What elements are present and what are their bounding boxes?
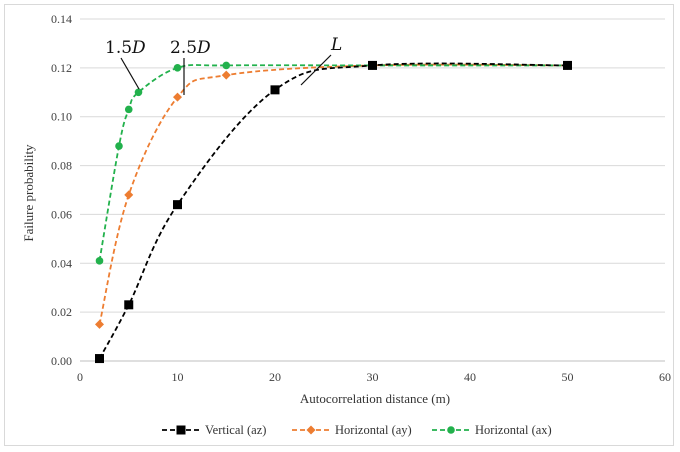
series-horizontal-ax (95, 61, 572, 265)
data-point (95, 354, 104, 364)
legend-marker (176, 425, 186, 435)
series-group (95, 60, 572, 364)
series-line (98, 63, 568, 325)
y-tick-label: 0.06 (51, 207, 72, 221)
series-vertical-az (95, 60, 572, 364)
series-line (98, 62, 568, 359)
data-point (222, 61, 231, 70)
x-axis-title: Autocorrelation distance (m) (300, 391, 450, 406)
y-tick-label: 0.08 (51, 159, 72, 173)
x-tick-label: 40 (464, 370, 476, 384)
y-tick-label: 0.10 (51, 110, 72, 124)
data-point (270, 85, 280, 95)
annotation-label: 2.5D (170, 38, 211, 58)
legend-marker (306, 425, 316, 435)
series-line (98, 64, 568, 261)
x-tick-label: 30 (367, 370, 379, 384)
chart-frame: 0.00 0.02 0.04 0.06 0.08 0.10 0.12 0.14 0 10 20 30… (4, 4, 674, 446)
x-tick-label: 50 (562, 370, 574, 384)
legend: Vertical (az) Horizontal (ay) Horizontal (… (162, 423, 552, 437)
x-tick-labels: 0 10 20 30 40 50 60 (77, 370, 671, 384)
annotation-number: 2.5 (170, 38, 197, 58)
annotations: 1.5D 2.5D L (105, 35, 342, 95)
annotation-leader (300, 54, 332, 86)
annotation-variable: L (330, 35, 342, 55)
y-tick-labels: 0.00 0.02 0.04 0.06 0.08 0.10 0.12 0.14 (51, 12, 72, 368)
data-point (134, 88, 143, 97)
y-tick-label: 0.12 (51, 61, 72, 75)
legend-item: Vertical (az) (162, 423, 266, 437)
legend-label: Vertical (az) (205, 423, 266, 437)
data-point (95, 319, 104, 329)
legend-label: Horizontal (ax) (475, 423, 552, 437)
x-tick-label: 10 (172, 370, 184, 384)
x-tick-label: 0 (77, 370, 83, 384)
data-point (173, 64, 182, 72)
y-tick-label: 0.00 (51, 354, 72, 368)
series-horizontal-ay (95, 60, 572, 329)
annotation-leader (120, 57, 140, 90)
legend-marker (447, 426, 455, 434)
y-axis-title: Failure probability (21, 144, 36, 242)
data-point (124, 105, 133, 114)
data-point (221, 70, 231, 80)
data-point (95, 257, 104, 265)
legend-item: Horizontal (ax) (432, 423, 552, 437)
chart-svg: 0.00 0.02 0.04 0.06 0.08 0.10 0.12 0.14 0 10 20 30… (21, 12, 671, 437)
legend-item: Horizontal (ay) (292, 423, 412, 437)
data-point (563, 60, 572, 70)
annotation-label: L (330, 35, 342, 55)
data-point (368, 60, 377, 70)
y-tick-label: 0.02 (51, 305, 72, 319)
data-point (124, 190, 134, 200)
data-point (173, 92, 182, 102)
x-tick-label: 60 (659, 370, 671, 384)
annotation-variable: D (131, 38, 146, 58)
annotation-label: 1.5D (105, 38, 146, 58)
data-point (115, 142, 123, 150)
y-tick-label: 0.04 (51, 256, 72, 270)
annotation-variable: D (196, 38, 211, 58)
x-tick-label: 20 (269, 370, 281, 384)
y-tick-label: 0.14 (51, 12, 72, 26)
data-point (173, 200, 182, 210)
annotation-number: 1.5 (105, 38, 132, 58)
data-point (124, 300, 134, 310)
legend-label: Horizontal (ay) (335, 423, 412, 437)
